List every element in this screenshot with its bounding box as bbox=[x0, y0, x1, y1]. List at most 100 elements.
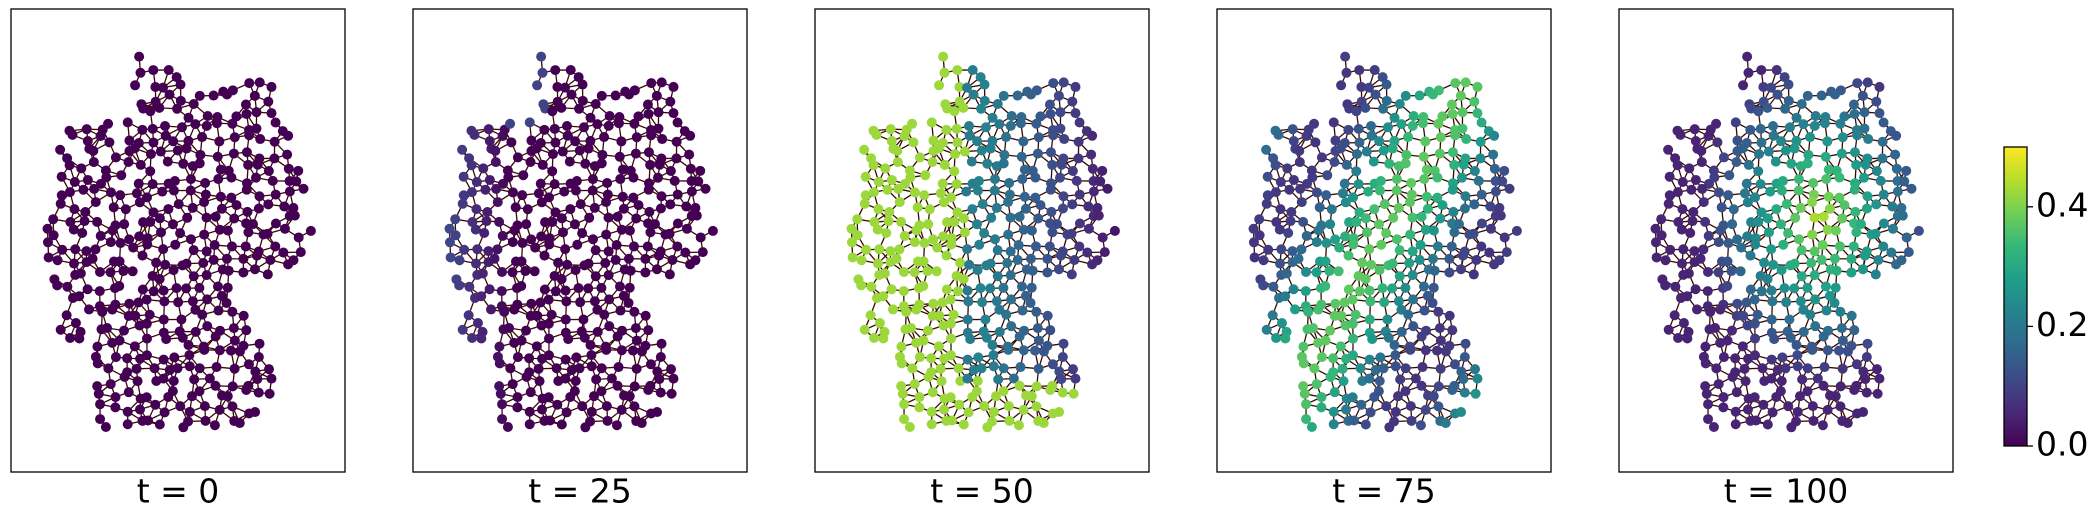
node bbox=[861, 244, 872, 255]
node bbox=[1074, 218, 1085, 229]
node bbox=[107, 304, 118, 315]
node bbox=[615, 305, 626, 316]
node bbox=[240, 99, 251, 110]
node bbox=[194, 386, 205, 397]
node bbox=[241, 184, 252, 195]
node bbox=[959, 146, 970, 157]
node bbox=[105, 187, 116, 198]
node bbox=[466, 160, 477, 171]
node bbox=[618, 203, 629, 214]
node bbox=[502, 422, 513, 433]
node bbox=[251, 250, 262, 261]
node bbox=[672, 218, 683, 229]
node bbox=[556, 213, 567, 224]
node bbox=[886, 284, 897, 295]
node bbox=[963, 407, 974, 418]
node bbox=[270, 189, 281, 200]
node bbox=[227, 306, 238, 317]
node bbox=[1074, 241, 1085, 252]
node bbox=[547, 216, 558, 227]
node bbox=[479, 228, 490, 239]
node bbox=[216, 203, 227, 214]
node bbox=[885, 246, 896, 257]
node bbox=[975, 72, 986, 83]
node bbox=[288, 255, 299, 266]
node bbox=[64, 160, 75, 171]
node bbox=[512, 402, 523, 413]
node bbox=[249, 90, 260, 101]
node bbox=[170, 239, 181, 250]
node bbox=[1042, 267, 1053, 278]
node bbox=[188, 245, 199, 256]
node bbox=[279, 223, 290, 234]
node bbox=[617, 164, 628, 175]
node bbox=[869, 333, 880, 344]
node bbox=[962, 314, 973, 325]
node bbox=[521, 219, 532, 230]
node bbox=[579, 332, 590, 343]
node bbox=[909, 187, 920, 198]
node bbox=[128, 242, 139, 253]
node bbox=[129, 341, 140, 352]
node bbox=[234, 346, 245, 357]
node bbox=[585, 340, 596, 351]
node bbox=[898, 286, 909, 297]
node bbox=[628, 241, 639, 252]
node bbox=[964, 130, 975, 141]
node bbox=[1044, 241, 1055, 252]
node bbox=[958, 274, 969, 285]
node bbox=[1042, 253, 1053, 264]
node bbox=[57, 244, 68, 255]
node bbox=[578, 314, 589, 325]
node bbox=[655, 203, 666, 214]
node bbox=[1031, 306, 1042, 317]
node bbox=[1031, 118, 1042, 129]
node bbox=[1056, 374, 1067, 385]
node bbox=[226, 241, 237, 252]
node bbox=[600, 258, 611, 269]
node bbox=[517, 190, 528, 201]
node bbox=[175, 401, 186, 412]
node bbox=[470, 224, 481, 235]
node bbox=[960, 227, 971, 238]
node bbox=[856, 255, 867, 266]
node bbox=[977, 297, 988, 308]
node bbox=[547, 166, 558, 177]
node bbox=[176, 314, 187, 325]
node bbox=[1008, 373, 1019, 384]
node bbox=[596, 90, 607, 101]
node bbox=[168, 136, 179, 147]
node bbox=[1033, 363, 1044, 374]
node bbox=[211, 118, 222, 129]
node bbox=[543, 192, 554, 203]
node bbox=[667, 254, 678, 265]
node bbox=[472, 318, 483, 329]
node bbox=[928, 298, 939, 309]
node bbox=[973, 352, 984, 363]
node bbox=[208, 254, 219, 265]
node bbox=[911, 304, 922, 315]
node bbox=[668, 108, 679, 119]
node bbox=[989, 234, 1000, 245]
node bbox=[68, 224, 79, 235]
node bbox=[636, 418, 647, 429]
node bbox=[545, 415, 556, 426]
node bbox=[558, 227, 569, 238]
node bbox=[938, 197, 949, 208]
node bbox=[672, 189, 683, 200]
node bbox=[110, 402, 121, 413]
node bbox=[955, 257, 966, 268]
node bbox=[899, 414, 910, 425]
node bbox=[612, 211, 623, 222]
node bbox=[1046, 206, 1057, 217]
node bbox=[1035, 200, 1046, 211]
node bbox=[1069, 254, 1080, 265]
node bbox=[909, 237, 920, 248]
node bbox=[926, 353, 937, 364]
node bbox=[114, 335, 125, 346]
node bbox=[539, 284, 550, 295]
node bbox=[630, 148, 641, 159]
node bbox=[640, 253, 651, 264]
node bbox=[457, 324, 468, 335]
panel-label: t = 25 bbox=[528, 472, 632, 511]
